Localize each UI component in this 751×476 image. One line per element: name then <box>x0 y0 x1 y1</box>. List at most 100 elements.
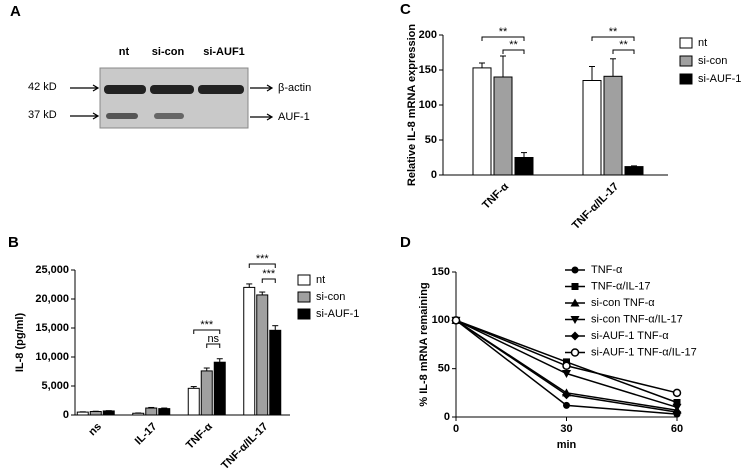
legend-marker <box>570 348 580 357</box>
legend-marker <box>571 266 579 274</box>
significance-label: *** <box>256 253 270 265</box>
significance-label: ** <box>499 26 508 38</box>
x-tick-label: TNF-α <box>480 181 511 212</box>
y-tick-label: 50 <box>425 134 437 146</box>
bracket <box>206 343 221 348</box>
point <box>562 361 571 371</box>
panel-label: C <box>400 1 411 18</box>
bar <box>493 76 513 176</box>
legend-label: si-AUF-1 TNF-α <box>591 330 669 342</box>
y-tick-label: 150 <box>419 64 437 76</box>
x-tick-label: 30 <box>560 423 572 435</box>
legend-label: si-con TNF-α <box>591 297 655 309</box>
legend-marker <box>570 298 580 307</box>
panel-label: B <box>8 234 19 251</box>
x-tick-label: IL-17 <box>133 421 160 448</box>
y-tick-label: 10,000 <box>35 351 69 363</box>
lane-label: si-con <box>152 46 185 58</box>
band <box>150 85 194 94</box>
bar <box>582 80 602 176</box>
bar <box>243 286 256 416</box>
x-tick-label: ns <box>86 421 104 439</box>
y-tick-label: 15,000 <box>35 322 69 334</box>
significance-label: ns <box>207 333 219 345</box>
y-tick-label: 50 <box>438 363 450 375</box>
legend-label: nt <box>316 274 325 286</box>
point <box>562 390 571 400</box>
panel-label: A <box>10 3 21 20</box>
point <box>672 388 682 398</box>
bracket <box>481 36 525 41</box>
bar <box>213 361 226 416</box>
significance-label: ** <box>619 39 628 51</box>
y-axis-label: IL-8 (pg/ml) <box>14 313 26 373</box>
legend-label: si-AUF-1 <box>316 308 359 320</box>
lane-label: nt <box>119 46 130 58</box>
significance-label: ** <box>509 39 518 51</box>
bar <box>269 329 282 416</box>
legend-swatch <box>297 274 311 286</box>
y-axis-label: % IL-8 mRNA remaining <box>418 282 430 406</box>
bracket <box>261 278 276 283</box>
y-tick-label: 0 <box>63 409 69 421</box>
legend-marker <box>571 283 579 290</box>
bar <box>200 370 213 416</box>
x-tick-label: 0 <box>453 423 459 435</box>
point <box>562 370 571 378</box>
legend-swatch <box>679 73 693 85</box>
y-axis-label: Relative IL-8 mRNA expression <box>406 24 418 186</box>
x-axis-label: min <box>557 439 577 451</box>
bracket <box>248 263 276 268</box>
legend-swatch <box>297 308 311 320</box>
significance-label: *** <box>262 268 276 280</box>
band-name: β-actin <box>278 82 311 94</box>
point <box>563 401 570 409</box>
legend-swatch <box>297 291 311 303</box>
point <box>672 407 682 417</box>
legend-swatch <box>679 37 693 49</box>
legend-label: si-con <box>316 291 345 303</box>
band <box>106 113 138 119</box>
y-tick-label: 100 <box>432 314 450 326</box>
bar <box>472 67 492 176</box>
bar <box>187 387 200 416</box>
legend-label: TNF-α/IL-17 <box>591 280 651 292</box>
bar <box>102 410 115 416</box>
bar <box>514 157 534 176</box>
bar <box>132 412 145 416</box>
legend-marker <box>570 316 580 324</box>
bar <box>76 411 89 416</box>
bracket <box>193 329 221 334</box>
legend-marker <box>570 331 580 341</box>
legend-label: si-AUF-1 <box>698 73 741 85</box>
legend-label: si-con <box>698 55 727 67</box>
panel-label: D <box>400 234 411 251</box>
legend-label: si-AUF-1 TNF-α/IL-17 <box>591 346 697 358</box>
size-label: 42 kD <box>28 81 57 93</box>
bracket <box>502 49 525 54</box>
bracket <box>591 36 635 41</box>
x-tick-label: 60 <box>671 423 683 435</box>
significance-label: *** <box>200 319 214 331</box>
x-tick-label: TNF-α/IL-17 <box>570 181 621 232</box>
y-tick-label: 25,000 <box>35 264 69 276</box>
y-tick-label: 150 <box>432 266 450 278</box>
size-label: 37 kD <box>28 109 57 121</box>
band <box>154 113 184 119</box>
y-tick-label: 200 <box>419 29 437 41</box>
bar <box>624 166 644 176</box>
y-tick-label: 0 <box>431 169 437 181</box>
y-tick-label: 0 <box>444 411 450 423</box>
legend-swatch <box>679 55 693 67</box>
bar <box>145 407 158 416</box>
y-tick-label: 20,000 <box>35 293 69 305</box>
x-tick-label: TNF-α <box>184 421 215 452</box>
legend-label: si-con TNF-α/IL-17 <box>591 313 683 325</box>
significance-label: ** <box>609 26 618 38</box>
lane-label: si-AUF1 <box>203 46 245 58</box>
band-name: AUF-1 <box>278 111 310 123</box>
x-tick-label: TNF-α/IL-17 <box>219 421 270 472</box>
legend-label: nt <box>698 37 707 49</box>
y-tick-label: 100 <box>419 99 437 111</box>
